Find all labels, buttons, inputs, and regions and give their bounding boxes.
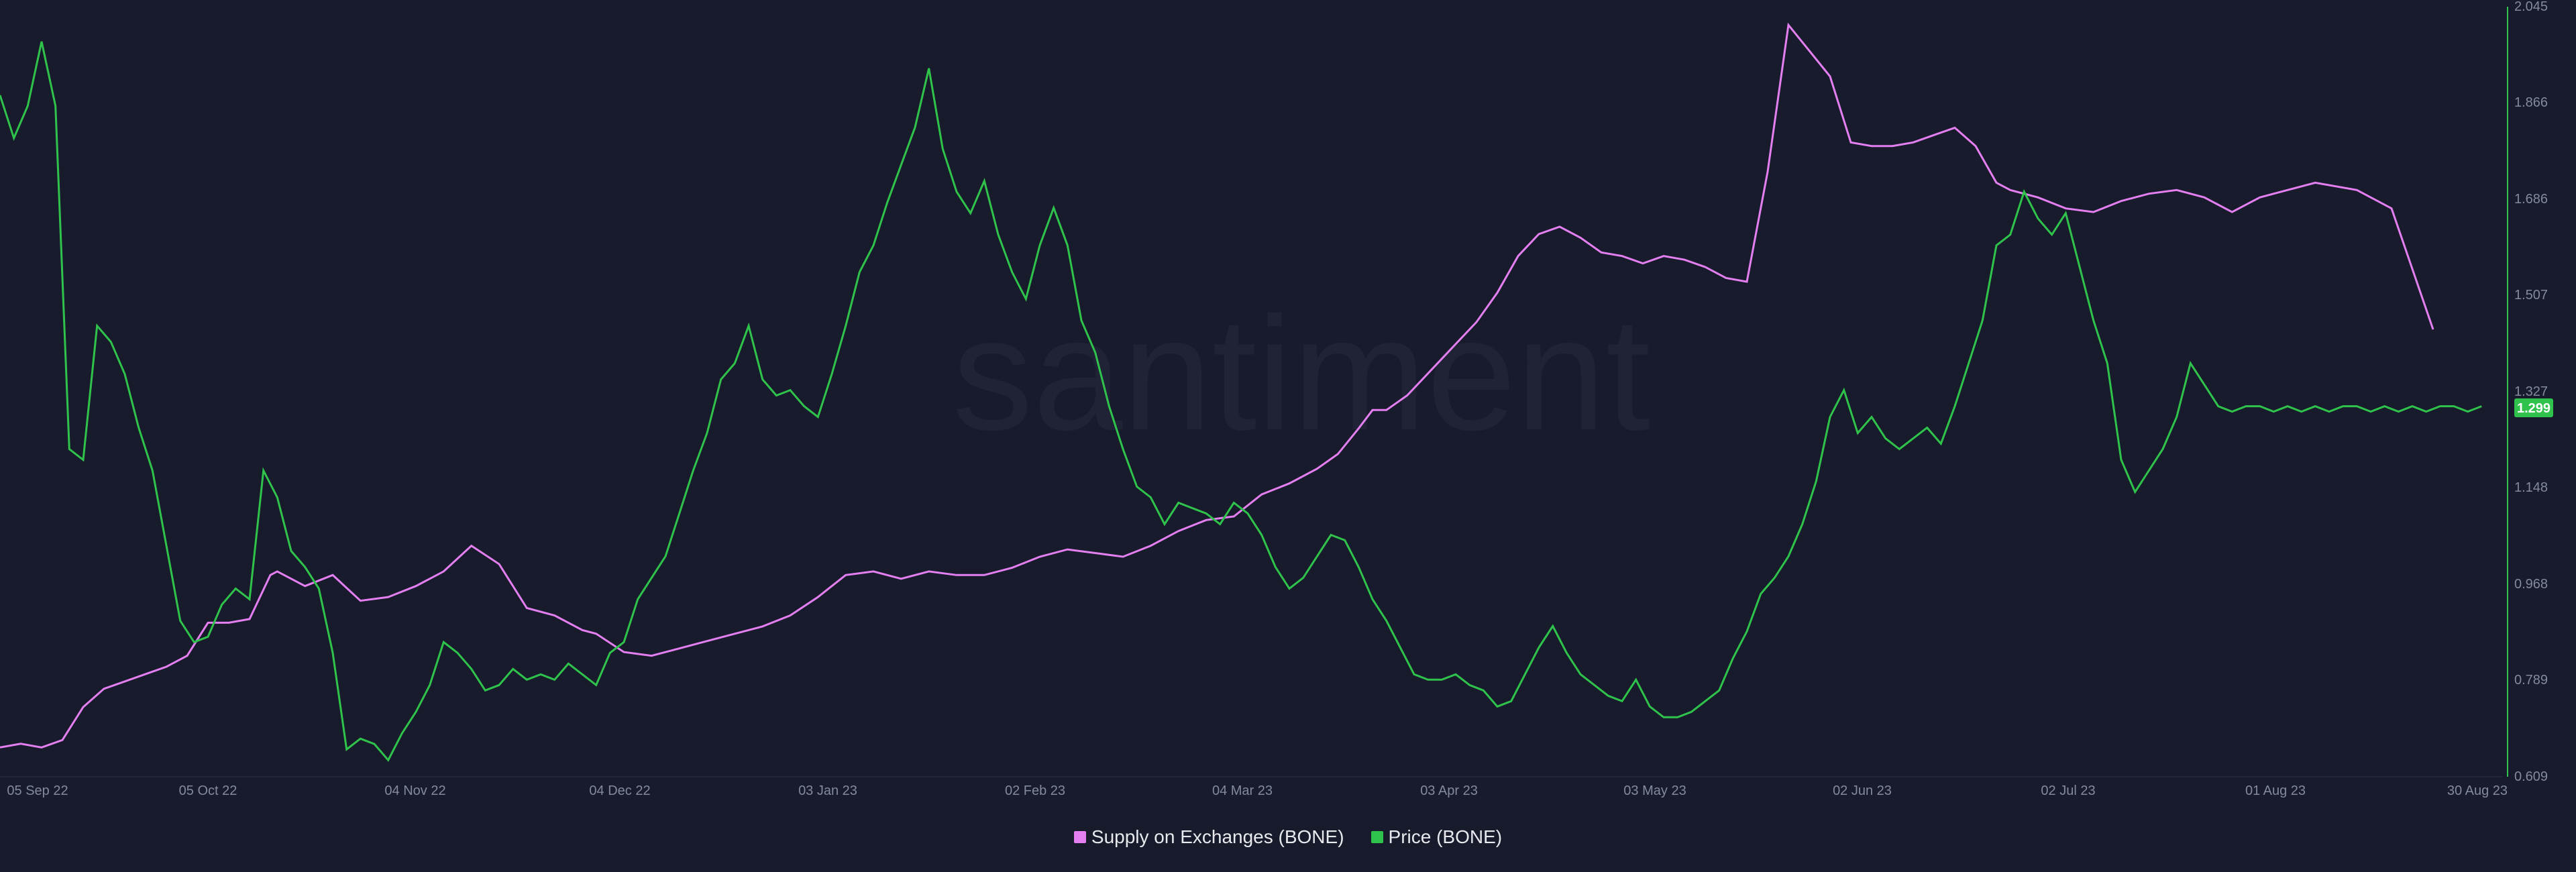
y-tick-label: 1.327: [2514, 384, 2548, 399]
x-tick-label: 02 Jun 23: [1833, 783, 1892, 798]
y-tick-label: 1.686: [2514, 192, 2548, 207]
x-tick-label: 05 Sep 22: [7, 783, 68, 798]
watermark: santiment: [953, 284, 1651, 464]
legend: Supply on Exchanges (BONE) Price (BONE): [0, 826, 2576, 848]
y-tick-label: 0.789: [2514, 673, 2548, 688]
y-tick-label: 0.968: [2514, 577, 2548, 592]
x-tick-label: 04 Nov 22: [384, 783, 445, 798]
y-tick-label: 1.507: [2514, 288, 2548, 303]
x-tick-label: 03 Jan 23: [798, 783, 857, 798]
x-tick-label: 30 Aug 23: [2447, 783, 2508, 798]
x-tick-label: 05 Oct 22: [179, 783, 237, 798]
x-tick-label: 03 May 23: [1623, 783, 1686, 798]
legend-item-supply[interactable]: Supply on Exchanges (BONE): [1073, 826, 1344, 848]
supply-series-line: [0, 22, 2434, 749]
legend-label-supply: Supply on Exchanges (BONE): [1091, 826, 1344, 847]
x-tick-label: 04 Mar 23: [1212, 783, 1273, 798]
x-tick-label: 01 Aug 23: [2245, 783, 2306, 798]
y-tick-label: 0.609: [2514, 769, 2548, 784]
y-axis-ticks: 0.609 0.789 0.968 1.148 1.327 1.507 1.686 1.866…: [2514, 0, 2548, 784]
price-swatch: [1371, 831, 1383, 843]
legend-item-price[interactable]: Price (BONE): [1371, 826, 1503, 848]
y-tick-label: 1.148: [2514, 480, 2548, 495]
y-tick-label: 1.866: [2514, 95, 2548, 110]
x-tick-label: 02 Feb 23: [1005, 783, 1065, 798]
x-tick-label: 04 Dec 22: [589, 783, 650, 798]
y-tick-label: 2.045: [2514, 0, 2548, 14]
supply-swatch: [1073, 831, 1086, 843]
current-price-label: 1.299: [2517, 401, 2551, 416]
x-tick-label: 02 Jul 23: [2041, 783, 2095, 798]
current-price-badge: 1.299: [2514, 398, 2553, 417]
price-series-line: [0, 41, 2482, 762]
legend-label-price: Price (BONE): [1388, 826, 1503, 847]
x-tick-label: 03 Apr 23: [1420, 783, 1478, 798]
x-axis-ticks: 05 Sep 22 05 Oct 22 04 Nov 22 04 Dec 22 03 J…: [7, 783, 2508, 798]
